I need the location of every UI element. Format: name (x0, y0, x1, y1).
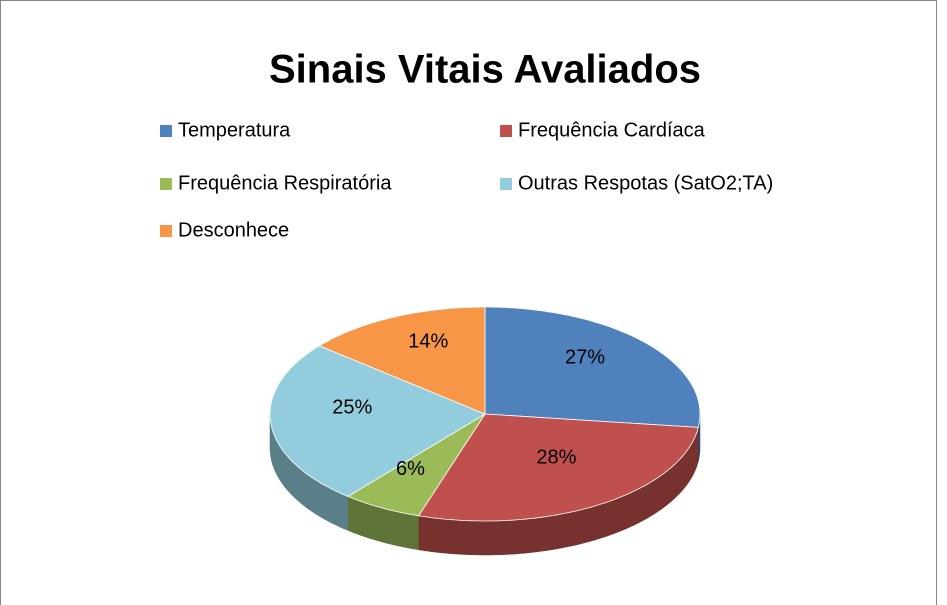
data-label: 25% (332, 397, 372, 419)
slice (484, 306, 701, 428)
slice (417, 413, 699, 522)
slice (347, 413, 486, 517)
legend-swatch (500, 178, 512, 190)
slice (269, 345, 486, 497)
data-label: 27% (565, 346, 605, 368)
legend-label: Outras Respotas (SatO2;TA) (518, 172, 773, 194)
legend-swatch (160, 178, 172, 190)
legend-label: Desconhece (178, 219, 289, 241)
legend-swatch (160, 225, 172, 237)
legend-swatch (160, 125, 172, 137)
data-label: 14% (408, 330, 448, 352)
data-label: 6% (396, 458, 425, 480)
legend-label: Frequência Cardíaca (518, 119, 706, 141)
data-label: 28% (536, 446, 576, 468)
chart-title: Sinais Vitais Avaliados (269, 48, 701, 92)
legend-label: Frequência Respiratória (178, 172, 392, 194)
legend-swatch (500, 125, 512, 137)
legend-label: Temperatura (178, 119, 291, 141)
slice (318, 306, 486, 415)
